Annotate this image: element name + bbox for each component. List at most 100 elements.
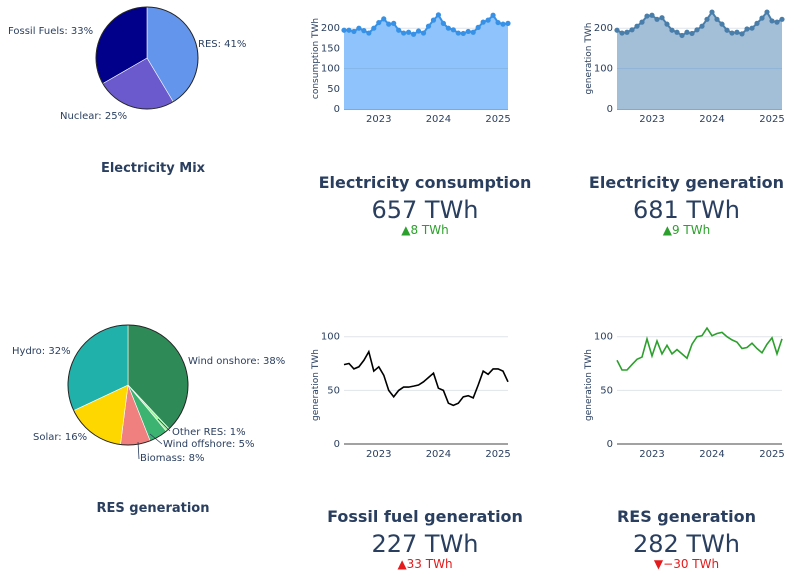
fossil-fuel-title: Fossil fuel generation (327, 507, 523, 526)
slice-label: RES: 41% (198, 39, 246, 50)
slice-label-leader (149, 433, 163, 445)
data-point (391, 20, 397, 26)
data-point (689, 30, 695, 37)
y-axis-label: generation TWh (311, 349, 321, 421)
data-point (764, 9, 770, 15)
data-point (769, 18, 775, 24)
x-tick-label: 2024 (426, 114, 451, 125)
data-point (694, 27, 700, 33)
slice-label-leader (157, 418, 171, 432)
data-point (724, 27, 730, 33)
pie-outline (67, 324, 189, 446)
data-point (475, 24, 481, 30)
y-tick-label: 100 (321, 64, 340, 75)
y-tick-label: 150 (321, 43, 340, 54)
y-tick-label: 50 (327, 84, 340, 95)
data-point (684, 29, 690, 35)
data-point (425, 23, 432, 29)
data-point (754, 20, 760, 26)
slice-label: Wind onshore: 38% (188, 356, 285, 367)
data-point (371, 25, 377, 31)
y-tick-label: 0 (334, 104, 340, 115)
y-axis-label: generation TWh (584, 349, 594, 421)
y-tick-label: 200 (594, 23, 613, 34)
y-tick-label: 100 (594, 332, 613, 343)
data-point (624, 29, 630, 35)
fossil-fuel-kpi-value: 227 TWh (371, 530, 479, 558)
data-point (460, 30, 466, 37)
y-tick-label: 0 (334, 439, 340, 450)
generation-chart: 0 100 200 2023 2024 2025 generation TWh (584, 9, 785, 125)
x-tick-label: 2024 (699, 114, 724, 125)
data-point (351, 28, 357, 35)
data-point (386, 21, 392, 27)
data-point (415, 28, 422, 34)
generation-kpi-value: 681 TWh (632, 196, 741, 224)
data-point (779, 16, 785, 22)
data-point (366, 30, 372, 36)
x-tick-label: 2025 (485, 114, 510, 125)
data-point (729, 30, 735, 36)
data-point (450, 27, 456, 33)
data-point (396, 27, 402, 33)
data-point (455, 30, 461, 36)
data-point (649, 12, 655, 18)
res-generation-kpi-value: 282 TWh (632, 530, 741, 558)
consumption-kpi-value: 657 TWh (371, 196, 479, 224)
data-point (485, 17, 491, 23)
x-tick-label: 2025 (759, 114, 784, 125)
data-point (381, 16, 387, 22)
slice-label: Fossil Fuels: 33% (8, 26, 93, 37)
data-point (445, 25, 451, 31)
data-point (709, 9, 715, 15)
generation-title: Electricity generation (588, 173, 785, 192)
data-point (614, 27, 620, 33)
slice-label-leader (137, 441, 140, 460)
data-point (774, 19, 780, 25)
data-point (654, 16, 660, 22)
data-point (639, 19, 645, 25)
data-point (341, 27, 347, 33)
data-point (629, 27, 635, 33)
data-point (704, 16, 710, 22)
data-point (634, 23, 640, 29)
data-point (734, 29, 740, 35)
data-point (430, 17, 437, 23)
data-point (664, 21, 670, 27)
data-point (480, 19, 486, 25)
data-point (440, 20, 446, 26)
data-point (659, 15, 665, 21)
y-tick-label: 50 (600, 385, 613, 396)
data-point (410, 31, 417, 37)
data-point (719, 21, 725, 27)
x-tick-label: 2024 (699, 449, 724, 460)
data-point (470, 29, 476, 35)
data-point (346, 27, 352, 33)
slice-label: Wind offshore: 5% (163, 439, 254, 450)
y-tick-label: 0 (607, 439, 613, 450)
y-tick-label: 0 (607, 104, 613, 115)
res-pie-title: RES generation (96, 501, 210, 516)
data-point (744, 26, 750, 32)
res-generation-pie: Wind onshore: 38% Other RES: 1%Wind offsh… (12, 324, 285, 464)
data-point (739, 31, 745, 37)
data-point (490, 12, 496, 18)
res-generation-title: RES generation (616, 507, 757, 526)
data-point (500, 21, 506, 27)
data-point (495, 19, 501, 26)
x-tick-label: 2024 (426, 449, 451, 460)
slice-label: Biomass: 8% (140, 453, 204, 464)
y-axis-label: generation TWh (584, 23, 594, 95)
fossil-fuel-kpi-delta: ▲33 TWh (397, 557, 453, 571)
x-tick-label: 2023 (366, 114, 391, 125)
slice-label: Solar: 16% (33, 432, 87, 443)
electricity-mix-title: Electricity Mix (100, 161, 206, 176)
y-tick-label: 100 (321, 332, 340, 343)
y-tick-label: 200 (321, 23, 340, 34)
data-point (759, 15, 765, 21)
y-axis-label: consumption TWh (311, 18, 321, 99)
data-point (669, 27, 675, 33)
data-point (714, 16, 720, 22)
data-point (465, 28, 471, 35)
consumption-chart: 0 50 100 150 200 2023 2024 2025 consumption TWh (311, 12, 511, 125)
